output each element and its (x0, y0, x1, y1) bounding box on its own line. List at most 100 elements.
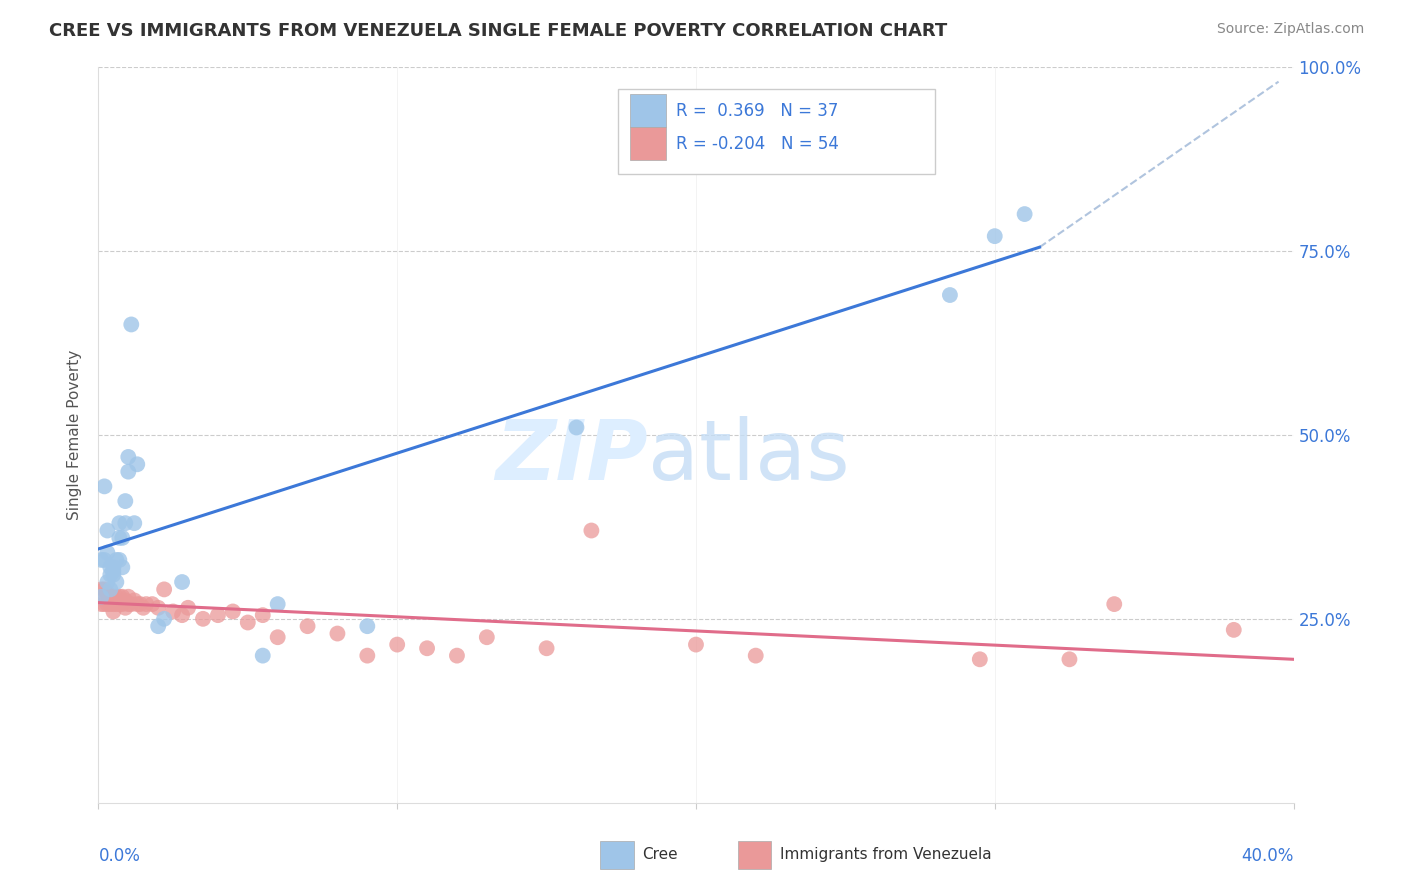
Text: atlas: atlas (648, 417, 849, 498)
Point (536, 641, 558, 656)
Point (103, 564, 125, 578)
Point (98, 590, 122, 604)
Text: Cree: Cree (643, 847, 678, 862)
Text: 40.0%: 40.0% (1241, 847, 1294, 865)
Point (565, 420, 588, 434)
Point (90, 553, 112, 567)
Point (207, 608, 229, 623)
Point (1014, 207, 1036, 221)
Point (127, 457, 149, 471)
Point (105, 575, 128, 590)
Text: CREE VS IMMIGRANTS FROM VENEZUELA SINGLE FEMALE POVERTY CORRELATION CHART: CREE VS IMMIGRANTS FROM VENEZUELA SINGLE… (49, 22, 948, 40)
FancyBboxPatch shape (600, 841, 634, 869)
Point (172, 575, 194, 590)
Point (1059, 652, 1081, 666)
Point (475, 630, 498, 644)
Point (267, 630, 290, 644)
FancyBboxPatch shape (619, 89, 935, 174)
Text: Source: ZipAtlas.com: Source: ZipAtlas.com (1216, 22, 1364, 37)
Point (103, 560, 125, 574)
Point (148, 600, 170, 615)
Point (120, 597, 142, 611)
Point (129, 597, 152, 611)
Point (111, 590, 134, 604)
Point (96, 597, 118, 611)
Point (135, 597, 157, 611)
Point (98, 597, 122, 611)
Point (297, 619, 319, 633)
Point (177, 600, 200, 615)
Point (222, 605, 245, 619)
Text: Immigrants from Venezuela: Immigrants from Venezuela (779, 847, 991, 862)
Point (117, 590, 139, 604)
Point (93, 597, 115, 611)
Point (96, 575, 118, 590)
Point (108, 531, 131, 545)
Point (252, 608, 274, 623)
Point (356, 648, 378, 663)
Point (90, 582, 112, 597)
Point (172, 608, 194, 623)
Point (162, 605, 184, 619)
Point (93, 479, 115, 493)
Point (153, 612, 176, 626)
Point (939, 288, 962, 302)
Text: R =  0.369   N = 37: R = 0.369 N = 37 (676, 102, 838, 120)
Point (105, 597, 128, 611)
Point (153, 582, 176, 597)
Point (416, 641, 439, 656)
Point (103, 597, 125, 611)
Point (93, 553, 115, 567)
Point (117, 465, 139, 479)
Point (148, 619, 170, 633)
Point (98, 567, 122, 582)
Point (581, 524, 603, 538)
Point (114, 593, 136, 607)
FancyBboxPatch shape (738, 841, 772, 869)
Point (385, 638, 409, 652)
Point (984, 229, 1007, 244)
Point (96, 524, 118, 538)
Text: 0.0%: 0.0% (98, 847, 141, 865)
Point (111, 531, 134, 545)
Point (191, 612, 214, 626)
Point (105, 590, 128, 604)
Point (969, 652, 991, 666)
Point (114, 600, 136, 615)
Point (1104, 597, 1126, 611)
Point (356, 619, 378, 633)
Text: R = -0.204   N = 54: R = -0.204 N = 54 (676, 135, 838, 153)
Point (108, 516, 131, 530)
Point (96, 545, 118, 560)
Text: ZIP: ZIP (495, 417, 648, 498)
Point (114, 516, 136, 530)
Point (98, 582, 122, 597)
Point (124, 593, 146, 607)
Point (108, 553, 131, 567)
Point (108, 597, 131, 611)
Point (117, 450, 139, 464)
Point (103, 567, 125, 582)
Y-axis label: Single Female Poverty: Single Female Poverty (67, 350, 83, 520)
Point (446, 648, 468, 663)
Point (117, 597, 139, 611)
Point (114, 494, 136, 508)
Point (127, 597, 149, 611)
Point (103, 605, 125, 619)
Point (236, 615, 259, 630)
Point (111, 560, 134, 574)
Point (105, 553, 128, 567)
Point (103, 590, 125, 604)
Point (745, 648, 768, 663)
Point (98, 560, 122, 574)
Point (252, 648, 274, 663)
Point (685, 638, 707, 652)
Point (90, 597, 112, 611)
Point (132, 600, 155, 615)
Point (120, 318, 142, 332)
FancyBboxPatch shape (630, 95, 666, 128)
Point (96, 586, 118, 600)
Point (1223, 623, 1246, 637)
Point (267, 597, 290, 611)
Point (326, 626, 349, 640)
